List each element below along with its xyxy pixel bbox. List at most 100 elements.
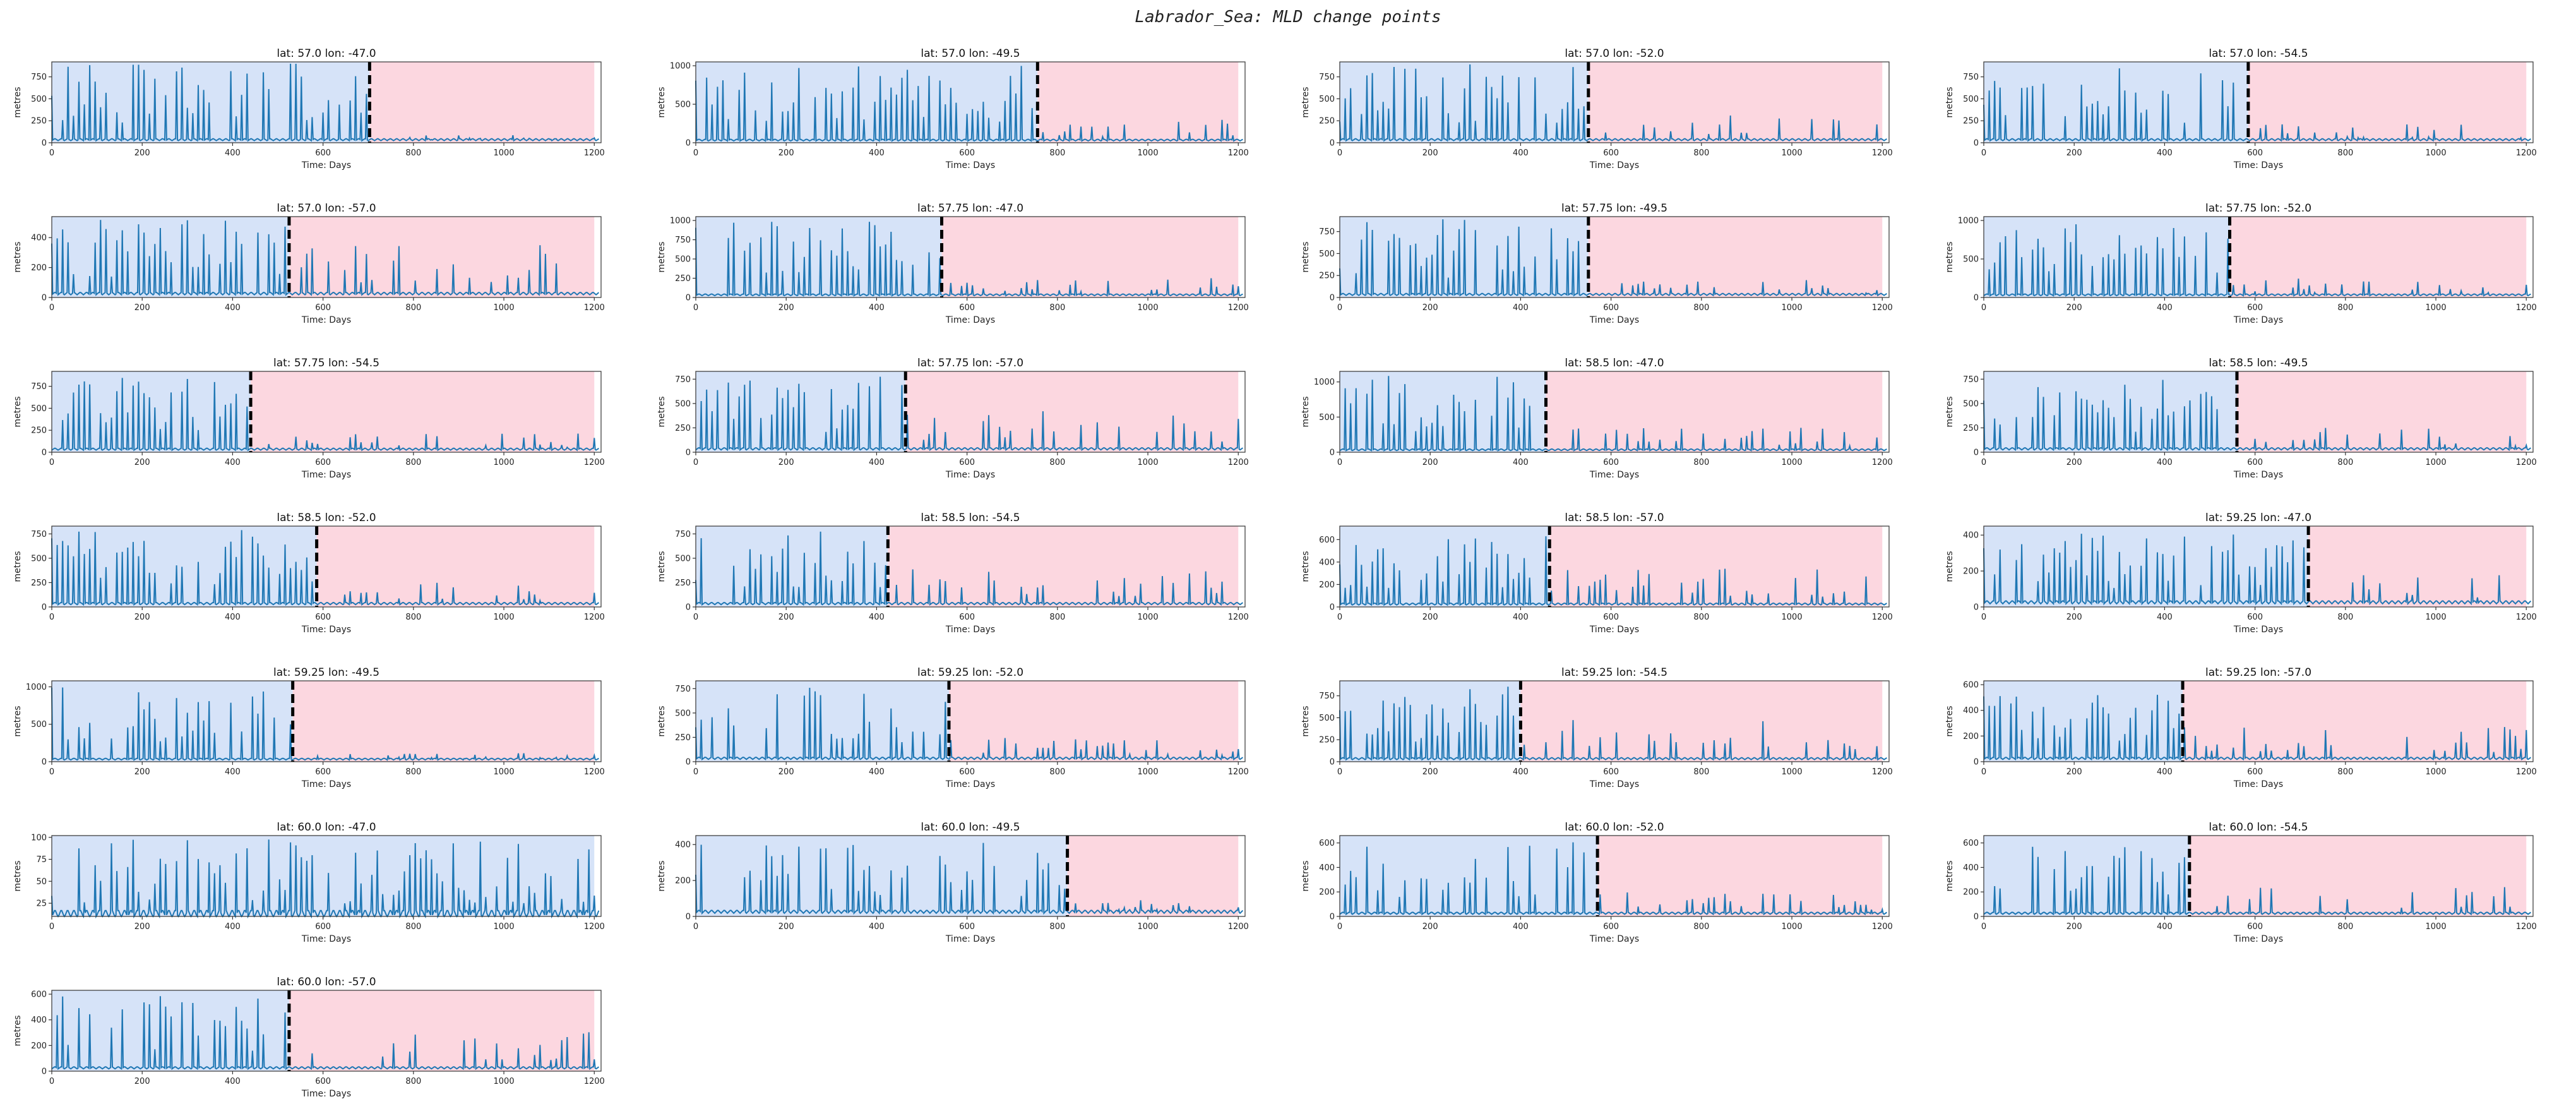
x-tick-label: 200 — [778, 767, 794, 777]
x-tick-label: 400 — [869, 922, 885, 932]
panel-title: lat: 57.75 lon: -47.0 — [917, 202, 1023, 215]
panel-title: lat: 59.25 lon: -52.0 — [917, 666, 1023, 679]
x-axis-label: Time: Days — [301, 470, 351, 480]
mld-series-line — [1339, 64, 1887, 142]
y-axis-label: metres — [1945, 396, 1955, 427]
y-tick-label: 0 — [1330, 139, 1335, 148]
x-tick-label: 400 — [225, 458, 241, 467]
x-tick-label: 200 — [778, 613, 794, 622]
y-tick-label: 750 — [675, 236, 691, 245]
y-tick-label: 0 — [1330, 758, 1335, 767]
x-tick-label: 600 — [2247, 303, 2263, 313]
y-tick-label: 750 — [675, 685, 691, 694]
before-region — [1984, 371, 2237, 452]
panel-16: 0 200 400 600 800 1000 1200 0 200 400 lat: 59.25 l… — [1945, 512, 2537, 635]
y-axis-label: metres — [1945, 860, 1955, 891]
x-axis-label: Time: Days — [945, 315, 995, 325]
axes-frame — [1339, 371, 1890, 453]
before-region — [696, 681, 949, 762]
x-tick-label: 1200 — [2516, 613, 2537, 622]
x-tick-label: 200 — [134, 303, 150, 313]
y-axis-label: metres — [13, 396, 23, 427]
x-tick-label: 200 — [778, 458, 794, 467]
axes-frame — [695, 61, 1246, 143]
x-tick-label: 600 — [1603, 148, 1619, 158]
x-tick-label: 600 — [315, 922, 331, 932]
x-tick-label: 400 — [869, 148, 885, 158]
x-tick-label: 1200 — [1228, 767, 1249, 777]
y-tick-label: 0 — [1974, 913, 1979, 922]
panel-12: 0 200 400 600 800 1000 1200 0 250 500 750 lat: 58.5… — [1945, 357, 2537, 480]
y-tick-label: 400 — [31, 234, 47, 243]
x-tick-label: 200 — [2066, 303, 2082, 313]
y-tick-label: 50 — [36, 877, 47, 887]
y-axis-label: metres — [1301, 87, 1311, 117]
x-tick-label: 800 — [1693, 303, 1709, 313]
panel-13: 0 200 400 600 800 1000 1200 0 250 500 750 lat: 58.5… — [13, 512, 605, 635]
panel-18: 0 200 400 600 800 1000 1200 0 250 500 750 lat: 59.2… — [657, 666, 1249, 789]
y-tick-label: 0 — [42, 603, 47, 613]
panel-7: 0 200 400 600 800 1000 1200 0 250 500 750 lat: 57.7… — [1301, 202, 1893, 325]
panel-title: lat: 57.0 lon: -54.5 — [2209, 47, 2308, 60]
x-tick-label: 800 — [405, 458, 421, 467]
y-axis-label: metres — [1945, 241, 1955, 272]
x-tick-label: 200 — [1422, 767, 1438, 777]
x-tick-label: 0 — [49, 613, 54, 622]
panel-title: lat: 58.5 lon: -47.0 — [1565, 357, 1664, 369]
x-tick-label: 600 — [959, 922, 975, 932]
panel-15: 0 200 400 600 800 1000 1200 0 200 400 600 lat: 58.5… — [1301, 512, 1893, 635]
x-tick-label: 1200 — [584, 148, 605, 158]
panel-title: lat: 59.25 lon: -49.5 — [273, 666, 379, 679]
panel-22: 0 200 400 600 800 1000 1200 0 200 400 lat: 60.0 lo… — [657, 821, 1249, 944]
mld-series-line — [51, 530, 600, 606]
x-tick-label: 400 — [869, 458, 885, 467]
x-axis-label: Time: Days — [1589, 779, 1639, 789]
x-tick-label: 400 — [869, 613, 885, 622]
x-axis-label: Time: Days — [301, 934, 351, 944]
panel-title: lat: 60.0 lon: -47.0 — [277, 821, 376, 834]
x-tick-label: 600 — [315, 767, 331, 777]
panel-title: lat: 59.25 lon: -57.0 — [2205, 666, 2311, 679]
y-axis-label: metres — [1945, 87, 1955, 117]
y-tick-label: 0 — [686, 758, 691, 767]
after-region — [369, 62, 595, 143]
x-tick-label: 1000 — [1138, 303, 1159, 313]
x-axis-label: Time: Days — [945, 470, 995, 480]
panel-21: 0 200 400 600 800 1000 1200 25 50 75 100 lat: 60.0 … — [13, 821, 605, 944]
after-region — [1067, 836, 1239, 916]
x-tick-label: 200 — [2066, 148, 2082, 158]
panel-title: lat: 60.0 lon: -57.0 — [277, 976, 376, 988]
y-axis-label: metres — [1301, 241, 1311, 272]
y-tick-label: 600 — [1319, 839, 1335, 848]
panel-title: lat: 57.0 lon: -52.0 — [1565, 47, 1664, 60]
mld-series-line — [51, 996, 600, 1071]
x-tick-label: 400 — [1513, 458, 1529, 467]
panel-title: lat: 60.0 lon: -52.0 — [1565, 821, 1664, 834]
x-tick-label: 1000 — [1138, 458, 1159, 467]
y-tick-label: 0 — [42, 139, 47, 148]
x-tick-label: 1200 — [584, 922, 605, 932]
x-tick-label: 600 — [959, 303, 975, 313]
mld-series-line — [51, 378, 599, 452]
x-tick-label: 200 — [778, 148, 794, 158]
y-axis-label: metres — [1945, 551, 1955, 582]
axes-frame — [1339, 835, 1890, 917]
x-tick-label: 200 — [1422, 458, 1438, 467]
panel-2: 0 200 400 600 800 1000 1200 0 500 1000 lat: 57.0 l… — [657, 47, 1249, 171]
x-tick-label: 1000 — [1782, 303, 1803, 313]
y-tick-label: 250 — [31, 117, 47, 126]
panel-title: lat: 60.0 lon: -49.5 — [921, 821, 1020, 834]
x-tick-label: 0 — [49, 458, 54, 467]
x-axis-label: Time: Days — [2233, 470, 2283, 480]
x-tick-label: 400 — [2157, 767, 2173, 777]
y-tick-label: 1000 — [670, 62, 691, 71]
y-axis-label: metres — [1301, 705, 1311, 736]
x-tick-label: 200 — [2066, 613, 2082, 622]
x-tick-label: 400 — [225, 303, 241, 313]
mld-series-line — [695, 843, 1244, 915]
y-tick-label: 750 — [675, 375, 691, 385]
x-tick-label: 600 — [315, 303, 331, 313]
y-tick-label: 750 — [31, 382, 47, 392]
axes-frame — [1983, 680, 2534, 762]
y-axis-label: metres — [657, 241, 667, 272]
